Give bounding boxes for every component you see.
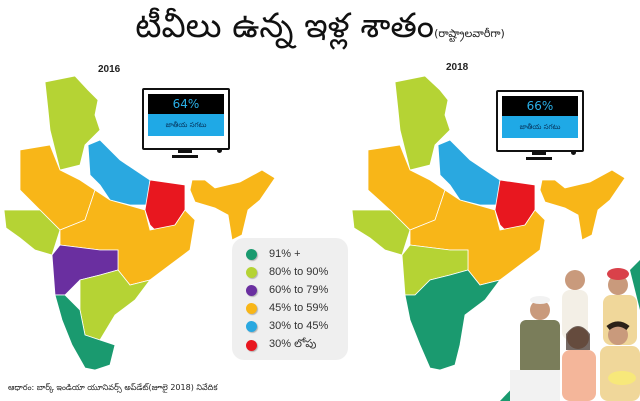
tv-power-dot-icon xyxy=(571,150,576,155)
legend-item: 45% to 59% xyxy=(246,302,328,314)
legend-label: 60% to 79% xyxy=(269,284,329,296)
year-label-2016: 2016 xyxy=(98,64,121,75)
legend-item: 30% లోపు xyxy=(246,338,316,353)
legend-item: 60% to 79% xyxy=(246,284,328,296)
tv-stand-icon xyxy=(178,150,192,153)
legend-label: 80% to 90% xyxy=(269,266,329,278)
national-average-label: జాతీయ సగటు xyxy=(502,116,578,138)
national-average-value: 64% xyxy=(148,94,224,114)
title-main: టీవీలు ఉన్న ఇళ్ల శాతం xyxy=(135,6,435,46)
legend-item: 30% to 45% xyxy=(246,320,328,332)
legend-label: 45% to 59% xyxy=(269,302,329,314)
national-average-tv-2016: 64% జాతీయ సగటు xyxy=(142,88,230,160)
national-average-label: జాతీయ సగటు xyxy=(148,114,224,136)
tv-base-icon xyxy=(172,155,198,158)
legend-label: 30% లోపు xyxy=(269,338,317,350)
tv-base-icon xyxy=(526,157,552,160)
legend-item: 80% to 90% xyxy=(246,266,328,278)
legend-label: 91% + xyxy=(269,248,301,260)
legend-swatch-icon xyxy=(246,340,257,351)
legend-swatch-icon xyxy=(246,302,257,314)
tv-frame-icon: 66% జాతీయ సగటు xyxy=(496,90,584,155)
title-sub: (రాష్ట్రాలవారీగా) xyxy=(434,27,505,40)
national-average-tv-2018: 66% జాతీయ సగటు xyxy=(496,90,584,162)
india-map-2018 xyxy=(351,75,626,370)
tv-stand-icon xyxy=(532,152,546,155)
national-average-value: 66% xyxy=(502,96,578,116)
chart-title: టీవీలు ఉన్న ఇళ్ల శాతం(రాష్ట్రాలవారీగా) xyxy=(0,6,640,54)
india-map-2016 xyxy=(3,75,276,370)
legend-swatch-icon xyxy=(246,320,257,332)
legend-swatch-icon xyxy=(246,284,257,296)
source-note: ఆధారం: బార్క్ ఇండియా యూనివర్స్ అప్‌డేట్(… xyxy=(8,383,218,392)
legend-label: 30% to 45% xyxy=(269,320,329,332)
legend: 91% + 80% to 90% 60% to 79% 45% to 59% 3… xyxy=(232,238,348,360)
family-watching-tv-image xyxy=(500,260,640,401)
tv-frame-icon: 64% జాతీయ సగటు xyxy=(142,88,230,153)
legend-item: 91% + xyxy=(246,248,301,260)
legend-swatch-icon xyxy=(246,248,257,260)
year-label-2018: 2018 xyxy=(446,62,469,73)
tv-power-dot-icon xyxy=(217,148,222,153)
legend-swatch-icon xyxy=(246,266,257,278)
